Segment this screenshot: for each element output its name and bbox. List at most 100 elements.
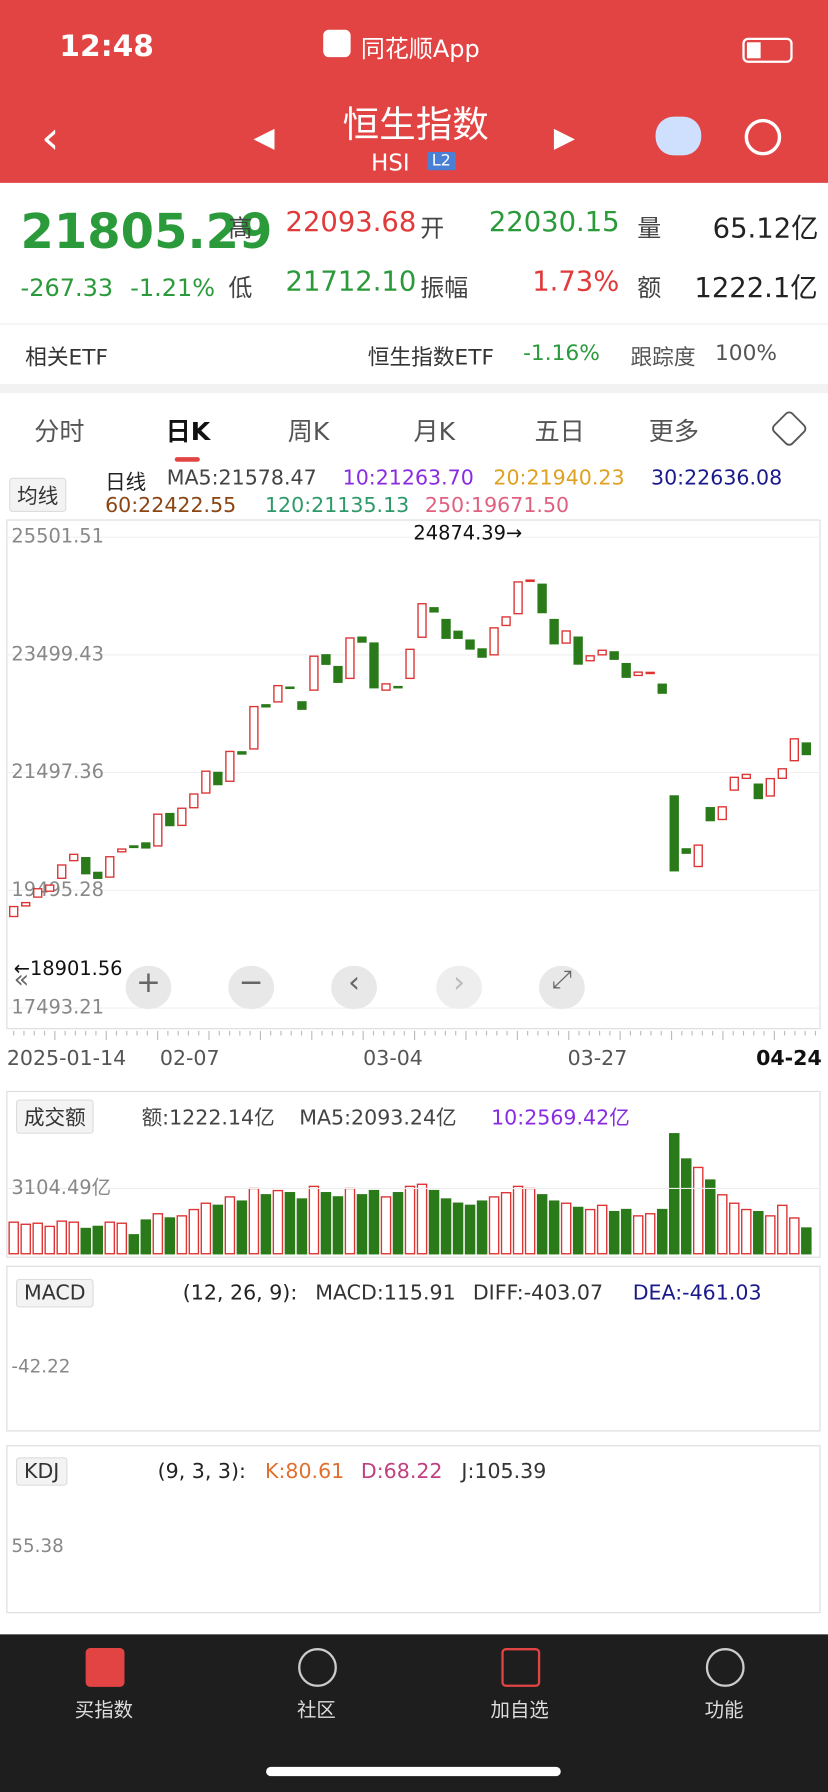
candle bbox=[741, 773, 751, 780]
panel-border bbox=[6, 1090, 821, 1258]
volume-bar bbox=[741, 1208, 752, 1255]
nav-label[interactable]: 社区 bbox=[296, 1699, 336, 1723]
tab[interactable]: 更多 bbox=[648, 418, 699, 447]
quote-value: 21712.10 bbox=[285, 265, 417, 298]
volume-bar bbox=[344, 1187, 356, 1255]
nav-icon[interactable] bbox=[501, 1648, 541, 1687]
tab[interactable]: 分时 bbox=[34, 418, 85, 447]
candle bbox=[345, 637, 355, 680]
candle bbox=[177, 807, 187, 827]
candle bbox=[621, 662, 631, 678]
search[interactable] bbox=[744, 118, 782, 156]
volume-button[interactable]: 成交额 bbox=[15, 1099, 94, 1134]
prev[interactable]: ◀ bbox=[253, 121, 275, 154]
volume-bar bbox=[248, 1187, 260, 1255]
volume-bar bbox=[356, 1194, 368, 1255]
etf-label: 相关ETF bbox=[25, 345, 108, 371]
pan-left[interactable]: ‹ bbox=[331, 965, 377, 1010]
candle bbox=[333, 665, 343, 683]
back[interactable]: ‹ bbox=[41, 112, 60, 165]
quote-value: 22030.15 bbox=[488, 205, 620, 238]
pan-right[interactable]: › bbox=[436, 965, 482, 1010]
macd-axis: -42.22 bbox=[11, 1355, 71, 1378]
nav-label[interactable]: 加自选 bbox=[490, 1699, 549, 1723]
candle bbox=[549, 618, 559, 645]
candle bbox=[585, 655, 595, 662]
quote-label: 额 bbox=[637, 274, 662, 302]
nav-icon[interactable] bbox=[85, 1648, 125, 1687]
panel-border bbox=[6, 1265, 821, 1432]
candle bbox=[513, 581, 523, 615]
kdj-button[interactable]: KDJ bbox=[15, 1457, 68, 1486]
x-tick-label: 2025-01-14 bbox=[7, 1046, 126, 1070]
volume-bar bbox=[152, 1213, 164, 1255]
panel-border bbox=[6, 1445, 821, 1614]
candle bbox=[153, 813, 163, 847]
nav-icon[interactable] bbox=[705, 1648, 745, 1687]
divider bbox=[0, 323, 828, 325]
tab[interactable]: 五日 bbox=[534, 418, 585, 447]
tab[interactable]: 周K bbox=[287, 418, 330, 447]
candle bbox=[381, 683, 391, 691]
ma-button[interactable]: 均线 bbox=[9, 477, 67, 513]
volume-bar bbox=[548, 1200, 560, 1255]
candle bbox=[573, 636, 583, 665]
ma-kind: 日线 bbox=[105, 470, 147, 495]
candle bbox=[645, 671, 655, 675]
volume-bar bbox=[668, 1133, 680, 1255]
collapse[interactable]: « bbox=[13, 965, 30, 995]
volume-bar bbox=[284, 1192, 296, 1255]
zoom-out[interactable]: − bbox=[228, 965, 275, 1010]
fullscreen[interactable]: ⤢ bbox=[539, 965, 585, 1010]
candle bbox=[9, 905, 19, 918]
candle bbox=[717, 806, 727, 821]
volume-bar bbox=[680, 1158, 692, 1255]
candle bbox=[273, 684, 283, 703]
macd-button[interactable]: MACD bbox=[15, 1278, 94, 1308]
ma-value: 120:21135.13 bbox=[264, 493, 410, 518]
price: 21805.29 bbox=[20, 203, 273, 260]
nav-label[interactable]: 买指数 bbox=[74, 1699, 134, 1723]
volume-bar bbox=[416, 1183, 428, 1255]
candle bbox=[57, 864, 67, 879]
etf-pct: -1.16% bbox=[523, 340, 600, 366]
candle bbox=[129, 845, 139, 849]
low-note: ←18901.56 bbox=[14, 957, 123, 980]
high-note: 24874.39→ bbox=[413, 521, 522, 544]
next[interactable]: ▶ bbox=[553, 121, 576, 154]
tab[interactable]: 日K bbox=[165, 418, 211, 447]
volume-bar bbox=[104, 1221, 116, 1255]
y-tick-label: 19495.28 bbox=[11, 878, 104, 901]
code: HSI bbox=[371, 148, 410, 177]
panel-border bbox=[6, 519, 821, 1030]
volume-bar bbox=[272, 1189, 284, 1255]
zoom-in[interactable]: + bbox=[125, 965, 172, 1010]
volume-bar bbox=[140, 1219, 152, 1255]
candle bbox=[693, 844, 703, 868]
time: 12:48 bbox=[59, 29, 154, 65]
candle bbox=[93, 871, 103, 879]
robot[interactable] bbox=[655, 116, 702, 156]
etf-name[interactable]: 恒生指数ETF bbox=[367, 345, 495, 371]
kdj-value: K:80.61 bbox=[264, 1459, 345, 1484]
nav-label[interactable]: 功能 bbox=[704, 1699, 744, 1723]
x-tick-label: 04-24 bbox=[756, 1046, 822, 1070]
volume-bar bbox=[92, 1225, 104, 1255]
tab[interactable]: 月K bbox=[413, 418, 456, 447]
quote-value: 65.12亿 bbox=[712, 212, 819, 245]
change: -267.33 bbox=[20, 274, 114, 302]
volume-bar bbox=[572, 1206, 584, 1255]
candle bbox=[789, 738, 799, 762]
nav-icon[interactable] bbox=[298, 1648, 337, 1687]
volume-bar bbox=[608, 1210, 620, 1255]
macd-value: DIFF:-403.07 bbox=[472, 1281, 604, 1306]
candle bbox=[477, 648, 487, 658]
volume-bar bbox=[560, 1202, 572, 1255]
volume-bar bbox=[308, 1185, 320, 1255]
candle bbox=[657, 683, 667, 694]
bottom-nav bbox=[0, 1634, 828, 1792]
candle bbox=[801, 742, 812, 756]
volume-bar bbox=[56, 1220, 67, 1255]
